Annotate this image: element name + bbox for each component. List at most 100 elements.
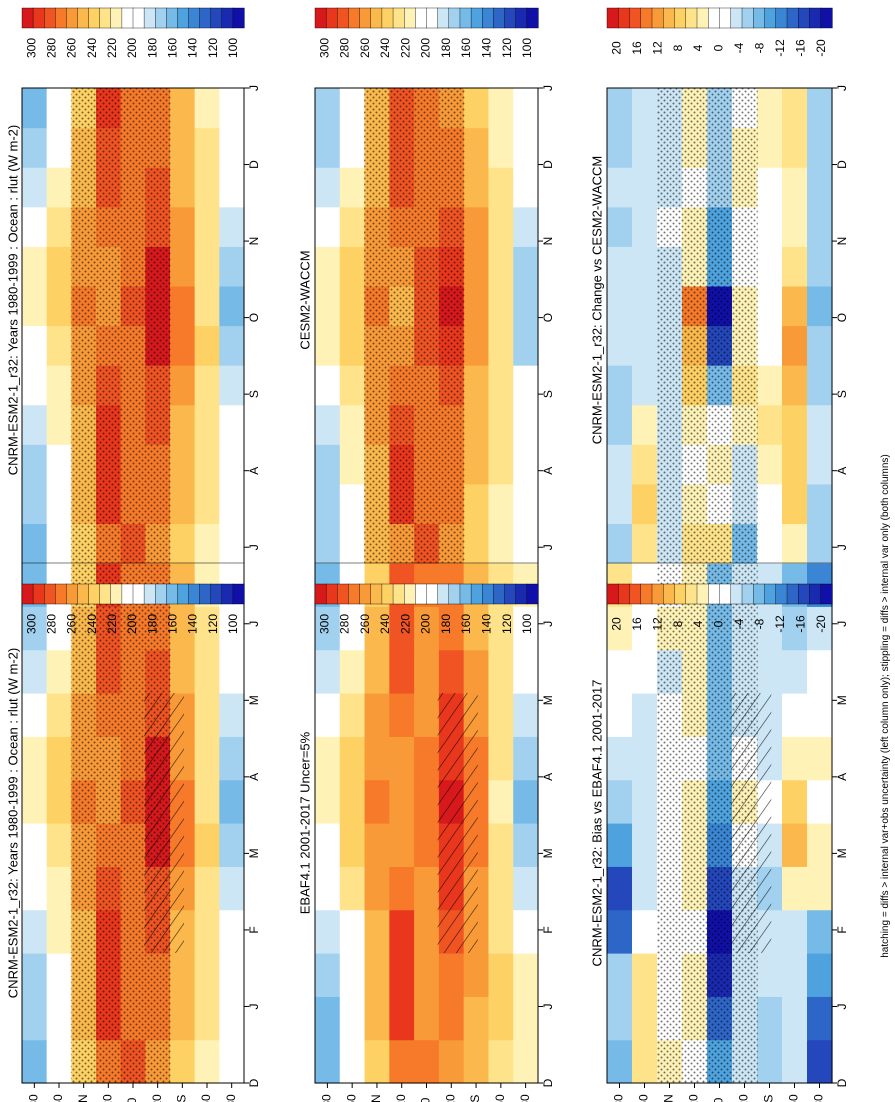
- heatmap-cell: [194, 606, 220, 651]
- colorbar-label: 180: [439, 614, 453, 634]
- colorbar-label: 240: [85, 38, 99, 58]
- heatmap-cell: [782, 866, 808, 911]
- colorbar-label: 0: [712, 620, 726, 627]
- heatmap-cell: [807, 88, 833, 129]
- heatmap-cell: [757, 953, 783, 997]
- colorbar-swatch: [337, 583, 350, 605]
- colorbar-swatch: [88, 7, 101, 29]
- colorbar-swatch: [651, 7, 664, 29]
- heatmap-cell: [463, 127, 490, 168]
- heatmap-cell: [194, 483, 220, 525]
- heatmap-cell: [513, 88, 539, 129]
- heatmap-cell: [315, 206, 341, 247]
- heatmap-cell: [488, 866, 514, 911]
- heatmap-cell: [513, 866, 539, 911]
- heatmap-cell: [194, 866, 220, 911]
- heatmap-cell: [219, 167, 245, 208]
- colorbar-swatch: [618, 7, 631, 29]
- heatmap-cell: [607, 285, 633, 327]
- colorbar-swatch: [764, 583, 777, 605]
- colorbar-label: 4: [691, 44, 705, 51]
- heatmap-cell: [782, 404, 808, 445]
- heatmap-cell: [194, 649, 220, 694]
- heatmap-cell: [339, 206, 366, 247]
- colorbar-swatch: [459, 583, 472, 605]
- heatmap-cell: [389, 693, 415, 737]
- lat-tick-label: 80: [224, 1094, 238, 1102]
- heatmap-cell: [513, 779, 539, 824]
- colorbar-swatch: [44, 7, 56, 29]
- heatmap-cell: [194, 523, 220, 564]
- colorbar-swatch: [325, 583, 338, 605]
- heatmap-cell: [170, 523, 196, 564]
- month-tick-label: F: [835, 926, 849, 933]
- month-tick-label: S: [835, 390, 849, 398]
- colorbar-swatch: [482, 7, 495, 29]
- heatmap-cell: [782, 365, 808, 406]
- heatmap-cell: [632, 823, 658, 867]
- heatmap-cell: [513, 649, 539, 694]
- heatmap-cell: [170, 1039, 196, 1084]
- heatmap-cell: [46, 127, 72, 168]
- heatmap-cell: [807, 285, 833, 327]
- colorbar-label: 240: [378, 614, 392, 634]
- heatmap-cell: [488, 606, 514, 651]
- heatmap-cell: [194, 1039, 220, 1084]
- panel-ebaf-obs: EBAF4.1 2001-2017 Uncer=5%: [297, 563, 539, 1084]
- heatmap-cell: [339, 523, 366, 564]
- month-tick-label: J: [835, 85, 849, 91]
- colorbar-swatch: [121, 583, 134, 605]
- lat-tick-label: 20: [101, 1094, 115, 1102]
- heatmap-cell: [488, 127, 514, 168]
- colorbar-label: 140: [186, 38, 200, 58]
- lat-tick-label: 0: [125, 1097, 139, 1102]
- lat-tick-label: °S: [175, 1095, 189, 1102]
- colorbar-abs-middle-left: 300 280 260 240 220 200 180 160 140 120 100: [314, 583, 539, 634]
- lat-tick-label: 60: [51, 1094, 65, 1102]
- heatmap-cell: [513, 483, 539, 525]
- heatmap-cell: [607, 649, 633, 694]
- heatmap-cell: [632, 909, 658, 954]
- heatmap-cell: [757, 285, 783, 327]
- heatmap-cell: [782, 167, 808, 208]
- colorbar-label: 120: [206, 38, 220, 58]
- heatmap-cell: [22, 246, 48, 287]
- heatmap-cell: [782, 523, 808, 564]
- colorbar-swatch: [459, 7, 472, 29]
- heatmap-cell: [194, 325, 220, 366]
- heatmap-cell: [488, 779, 514, 824]
- heatmap-cell: [339, 444, 366, 485]
- heatmap-cell: [488, 996, 514, 1041]
- colorbar-swatch: [640, 583, 653, 605]
- month-tick-label: A: [835, 773, 849, 781]
- heatmap-cell: [513, 823, 539, 867]
- heatmap-cell: [513, 325, 539, 366]
- heatmap-cell: [219, 404, 245, 445]
- colorbar-swatch: [177, 583, 190, 605]
- colorbar-swatch: [482, 583, 495, 605]
- lat-tick-label: °N: [369, 1094, 383, 1102]
- colorbar-swatch: [55, 7, 67, 29]
- colorbar-swatch: [708, 7, 721, 29]
- heatmap-cell: [219, 88, 245, 129]
- heatmap-cell: [339, 953, 366, 997]
- colorbar-label: 16: [630, 41, 644, 55]
- colorbar-label: 220: [398, 38, 412, 58]
- heatmap-cell: [807, 127, 833, 168]
- panel-title: CNRM-ESM2-1_r32: Change vs CESM2-WACCM: [589, 156, 604, 444]
- month-tick-label: S: [541, 390, 555, 398]
- heatmap-cell: [807, 909, 833, 954]
- heatmap-cell: [607, 823, 633, 867]
- colorbar-label: 160: [166, 38, 180, 58]
- heatmap-cell: [632, 246, 658, 287]
- heatmap-cell: [807, 404, 833, 445]
- colorbar-label: 160: [166, 614, 180, 634]
- colorbar-swatch: [504, 583, 517, 605]
- heatmap-cell: [315, 444, 341, 485]
- colorbar-swatch: [392, 583, 405, 605]
- colorbar-label: -8: [753, 618, 767, 629]
- heatmap-cell: [463, 953, 490, 997]
- colorbar-label: 240: [85, 614, 99, 634]
- colorbar-swatch: [448, 7, 461, 29]
